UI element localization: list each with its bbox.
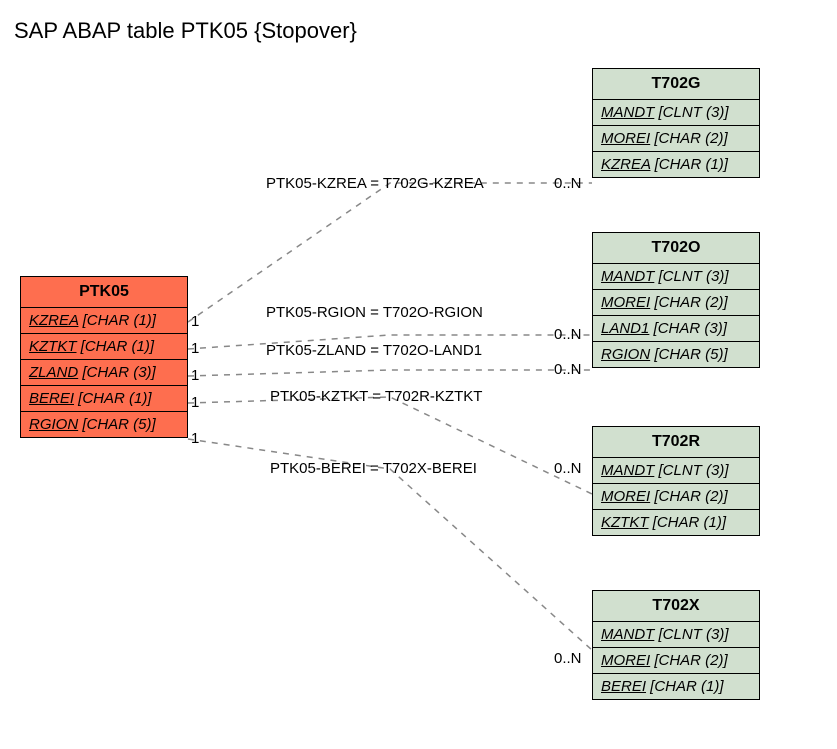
- table-ptk05: PTK05KZREA [CHAR (1)]KZTKT [CHAR (1)]ZLA…: [20, 276, 188, 438]
- table-row: MOREI [CHAR (2)]: [593, 484, 759, 510]
- relation-label: PTK05-ZLAND = T702O-LAND1: [266, 342, 482, 359]
- table-t702o: T702OMANDT [CLNT (3)]MOREI [CHAR (2)]LAN…: [592, 232, 760, 368]
- table-row: MOREI [CHAR (2)]: [593, 126, 759, 152]
- table-row: MANDT [CLNT (3)]: [593, 264, 759, 290]
- cardinality-left: 1: [191, 394, 199, 411]
- table-row: MOREI [CHAR (2)]: [593, 648, 759, 674]
- cardinality-left: 1: [191, 430, 199, 447]
- cardinality-right: 0..N: [554, 361, 582, 378]
- table-row: ZLAND [CHAR (3)]: [21, 360, 187, 386]
- cardinality-right: 0..N: [554, 460, 582, 477]
- cardinality-right: 0..N: [554, 650, 582, 667]
- table-row: BEREI [CHAR (1)]: [593, 674, 759, 699]
- table-row: KZREA [CHAR (1)]: [593, 152, 759, 177]
- table-header: T702G: [593, 69, 759, 100]
- relation-label: PTK05-RGION = T702O-RGION: [266, 304, 483, 321]
- table-row: MANDT [CLNT (3)]: [593, 100, 759, 126]
- table-header: T702X: [593, 591, 759, 622]
- table-row: MOREI [CHAR (2)]: [593, 290, 759, 316]
- relation-label: PTK05-BEREI = T702X-BEREI: [270, 460, 477, 477]
- table-row: MANDT [CLNT (3)]: [593, 622, 759, 648]
- cardinality-left: 1: [191, 340, 199, 357]
- table-row: RGION [CHAR (5)]: [21, 412, 187, 437]
- table-t702g: T702GMANDT [CLNT (3)]MOREI [CHAR (2)]KZR…: [592, 68, 760, 178]
- table-header: T702O: [593, 233, 759, 264]
- cardinality-right: 0..N: [554, 175, 582, 192]
- table-t702r: T702RMANDT [CLNT (3)]MOREI [CHAR (2)]KZT…: [592, 426, 760, 536]
- relation-label: PTK05-KZTKT = T702R-KZTKT: [270, 388, 482, 405]
- cardinality-right: 0..N: [554, 326, 582, 343]
- cardinality-left: 1: [191, 367, 199, 384]
- table-row: MANDT [CLNT (3)]: [593, 458, 759, 484]
- table-row: KZTKT [CHAR (1)]: [593, 510, 759, 535]
- table-row: BEREI [CHAR (1)]: [21, 386, 187, 412]
- table-row: KZREA [CHAR (1)]: [21, 308, 187, 334]
- table-row: LAND1 [CHAR (3)]: [593, 316, 759, 342]
- page-title: SAP ABAP table PTK05 {Stopover}: [14, 18, 357, 44]
- table-row: KZTKT [CHAR (1)]: [21, 334, 187, 360]
- cardinality-left: 1: [191, 313, 199, 330]
- table-header: T702R: [593, 427, 759, 458]
- table-header: PTK05: [21, 277, 187, 308]
- table-row: RGION [CHAR (5)]: [593, 342, 759, 367]
- table-t702x: T702XMANDT [CLNT (3)]MOREI [CHAR (2)]BER…: [592, 590, 760, 700]
- relation-label: PTK05-KZREA = T702G-KZREA: [266, 175, 484, 192]
